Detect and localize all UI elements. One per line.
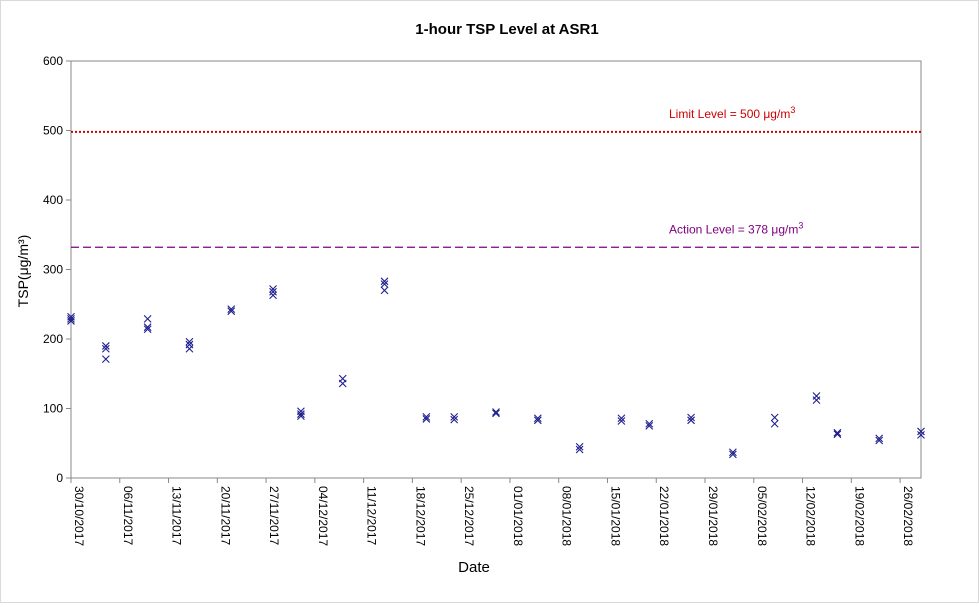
data-points xyxy=(67,277,925,459)
data-point xyxy=(185,337,194,346)
data-point xyxy=(422,412,431,421)
limit-level-label: Limit Level = 500 μg/m3 xyxy=(669,105,795,121)
level-label-text: Limit Level = 500 xyxy=(669,107,763,121)
y-tick-label: 100 xyxy=(43,402,63,416)
data-point xyxy=(533,414,542,423)
x-axis: 30/10/2017 06/11/2017 13/11/2017 20/11/2017… xyxy=(70,478,915,546)
data-point xyxy=(833,430,842,439)
level-label-unit: μg/m xyxy=(763,107,790,121)
data-point xyxy=(875,436,884,445)
data-point xyxy=(143,314,152,323)
data-point xyxy=(297,412,305,421)
data-point xyxy=(645,421,654,430)
level-label-unit-sup: 3 xyxy=(798,220,803,230)
data-point xyxy=(269,285,277,293)
data-point xyxy=(227,305,236,314)
data-point xyxy=(67,314,75,323)
y-tick-label: 400 xyxy=(43,193,63,207)
level-label-unit-sup: 3 xyxy=(790,105,795,115)
data-point xyxy=(575,445,584,454)
data-point xyxy=(101,355,110,364)
x-tick-label: 08/01/2018 xyxy=(560,486,574,546)
data-point xyxy=(687,416,695,425)
data-point xyxy=(380,280,389,288)
data-point xyxy=(380,286,389,295)
data-point xyxy=(380,277,389,286)
data-point xyxy=(143,323,152,332)
y-axis-title: TSP(μg/m³) xyxy=(15,235,31,308)
x-tick-label: 12/02/2018 xyxy=(804,486,818,546)
data-point xyxy=(422,415,431,423)
data-point xyxy=(833,428,842,437)
x-axis-title: Date xyxy=(458,559,490,576)
data-point xyxy=(617,417,626,425)
y-tick-label: 300 xyxy=(43,263,63,277)
data-point xyxy=(269,291,277,300)
data-point xyxy=(728,450,737,459)
data-point xyxy=(492,409,500,418)
level-label-unit: μg/m xyxy=(771,222,798,236)
data-point xyxy=(812,396,821,405)
x-tick-label: 15/01/2018 xyxy=(608,486,622,546)
data-point xyxy=(101,344,110,353)
x-tick-label: 05/02/2018 xyxy=(755,486,769,546)
x-tick-label: 19/02/2018 xyxy=(852,486,866,546)
data-point xyxy=(575,442,584,451)
data-point xyxy=(450,412,459,421)
x-tick-label: 01/01/2018 xyxy=(511,486,525,546)
action-level-label: Action Level = 378 μg/m3 xyxy=(669,220,803,236)
x-tick-label: 18/12/2017 xyxy=(413,486,427,546)
x-tick-label: 25/12/2017 xyxy=(462,486,476,546)
x-tick-label: 20/11/2017 xyxy=(218,486,232,545)
y-tick-label: 0 xyxy=(56,471,63,485)
chart-title: 1-hour TSP Level at ASR1 xyxy=(415,21,598,38)
data-point xyxy=(917,431,925,439)
data-point xyxy=(533,416,542,425)
data-point xyxy=(227,307,236,316)
data-point xyxy=(143,325,152,334)
data-point xyxy=(645,419,654,428)
x-tick-label: 26/02/2018 xyxy=(901,486,915,546)
data-point xyxy=(269,287,277,296)
data-point xyxy=(770,413,779,422)
y-tick-label: 200 xyxy=(43,332,63,346)
level-label-text: Action Level = 378 xyxy=(669,222,771,236)
data-point xyxy=(338,379,347,388)
x-tick-label: 30/10/2017 xyxy=(72,486,86,546)
data-point xyxy=(185,344,194,353)
y-tick-label: 500 xyxy=(43,124,63,138)
x-tick-label: 22/01/2018 xyxy=(657,486,671,546)
x-tick-label: 29/01/2018 xyxy=(706,486,720,546)
data-point xyxy=(687,413,695,422)
y-tick-label: 600 xyxy=(43,54,63,68)
data-point xyxy=(492,408,500,416)
data-point xyxy=(450,415,459,424)
y-axis: 0 100 200 300 400 500 600 xyxy=(43,54,71,485)
x-tick-label: 06/11/2017 xyxy=(121,486,135,545)
x-tick-label: 11/12/2017 xyxy=(365,486,379,545)
data-point xyxy=(770,419,779,428)
x-tick-label: 27/11/2017 xyxy=(267,486,281,545)
data-point xyxy=(101,342,110,350)
x-tick-label: 04/12/2017 xyxy=(316,486,330,546)
data-point xyxy=(875,434,884,443)
plot-area xyxy=(70,60,922,479)
data-point xyxy=(917,427,925,436)
data-point xyxy=(728,448,737,457)
data-point xyxy=(297,410,305,418)
data-point xyxy=(617,414,626,423)
x-tick-label: 13/11/2017 xyxy=(170,486,184,545)
data-point xyxy=(67,317,75,325)
